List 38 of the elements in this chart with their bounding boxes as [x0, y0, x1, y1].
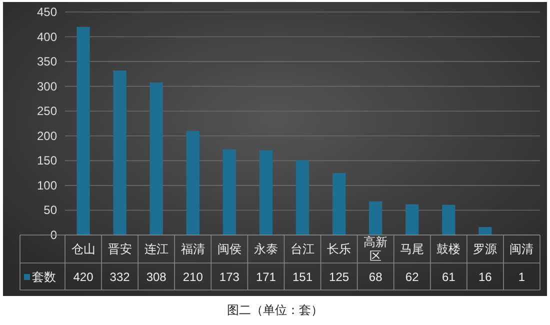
- data-label: 1: [518, 270, 526, 284]
- x-tick-label: 仓山: [71, 242, 96, 256]
- x-tick-label: 晋安: [108, 242, 132, 256]
- data-label: 68: [368, 270, 383, 284]
- x-tick-label: 高新区: [364, 235, 388, 263]
- data-label: 420: [73, 270, 94, 284]
- y-tick-label: 100: [36, 178, 58, 192]
- legend-label: 套数: [32, 270, 56, 284]
- x-tick-label: 长乐: [327, 242, 352, 256]
- y-tick-label: 300: [36, 79, 58, 94]
- data-label: 125: [329, 270, 350, 284]
- y-tick-label: 250: [36, 104, 58, 118]
- data-label: 210: [182, 270, 204, 284]
- data-label: 171: [256, 270, 276, 284]
- x-tick-label: 连江: [144, 242, 168, 256]
- x-tick-label: 罗源: [473, 242, 498, 256]
- x-tick-label: 福清: [180, 242, 205, 256]
- x-tick-label: 闽侯: [217, 242, 242, 256]
- data-label: 173: [219, 270, 240, 284]
- data-label: 16: [478, 270, 492, 284]
- y-tick-label: 0: [50, 228, 58, 242]
- data-label: 308: [146, 270, 167, 284]
- x-tick-label: 永泰: [254, 242, 278, 256]
- data-label: 61: [442, 270, 456, 284]
- y-tick-label: 450: [36, 5, 58, 19]
- y-tick-label: 50: [44, 203, 58, 218]
- x-tick-label: 马尾: [400, 242, 424, 256]
- y-tick-label: 200: [36, 128, 58, 143]
- y-tick-label: 150: [36, 154, 58, 168]
- data-label: 62: [405, 270, 420, 284]
- y-tick-label: 350: [36, 54, 58, 69]
- x-tick-label: 台江: [290, 242, 314, 256]
- x-tick-label: 闽清: [510, 242, 534, 256]
- text: 图二（单位：套）: [227, 303, 323, 317]
- data-label: 151: [292, 270, 313, 284]
- x-tick-label: 鼓楼: [436, 242, 461, 256]
- y-tick-label: 400: [36, 30, 58, 44]
- data-label: 332: [110, 270, 130, 284]
